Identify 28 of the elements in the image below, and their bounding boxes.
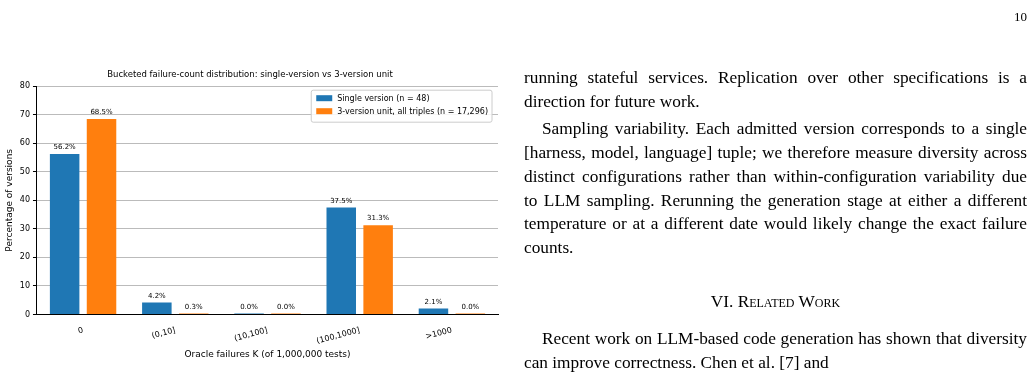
y-tick-label: 50 [19, 166, 30, 176]
bar [49, 154, 80, 314]
bar [363, 225, 393, 314]
y-tick-label: 40 [19, 195, 30, 205]
text: Sampling variability. Each admitted version corresponds to a single [harness, model, language] tuple; we therefore measure diversity across distinct configurations rather than within-configuration variability due to LLM sampling. Rerunning the generation stage at either a different temperature or at a different date would likely change the exact failure counts. [524, 118, 1027, 259]
legend-label: 3-version unit, all triples (n = 17,296) [337, 106, 489, 116]
y-tick-label: 10 [19, 280, 30, 290]
bar [418, 308, 449, 314]
y-tick-label: 30 [19, 223, 30, 233]
y-tick-label: 20 [19, 252, 30, 262]
text: VI. Related Work [709, 290, 842, 313]
legend-label: Single version (n = 48) [337, 93, 430, 103]
bar [142, 302, 172, 314]
text: running stateful services. Replication over other specifications is a direction for future work. [524, 67, 1027, 113]
y-tick-label: 0 [24, 309, 30, 319]
x-tick-label: 0 [76, 325, 85, 336]
x-tick-label: >1000 [424, 325, 453, 342]
y-axis-title: Percentage of versions [3, 148, 14, 252]
x-axis-title: Oracle failures K (of 1,000,000 tests) [184, 348, 351, 359]
text: 10 [1014, 8, 1027, 26]
bar [326, 207, 357, 314]
bar [86, 119, 117, 314]
x-tick-label: (0,10] [150, 325, 177, 341]
text: Recent work on LLM-based code generation has shown that diversity can improve correctness. Chen et al. [7] and [524, 328, 1027, 375]
y-tick-label: 70 [19, 109, 30, 119]
y-tick-label: 80 [19, 81, 30, 91]
chart-title: Bucketed failure-count distribution: single-version vs 3-version unit [107, 69, 394, 80]
y-tick-label: 60 [19, 138, 30, 148]
